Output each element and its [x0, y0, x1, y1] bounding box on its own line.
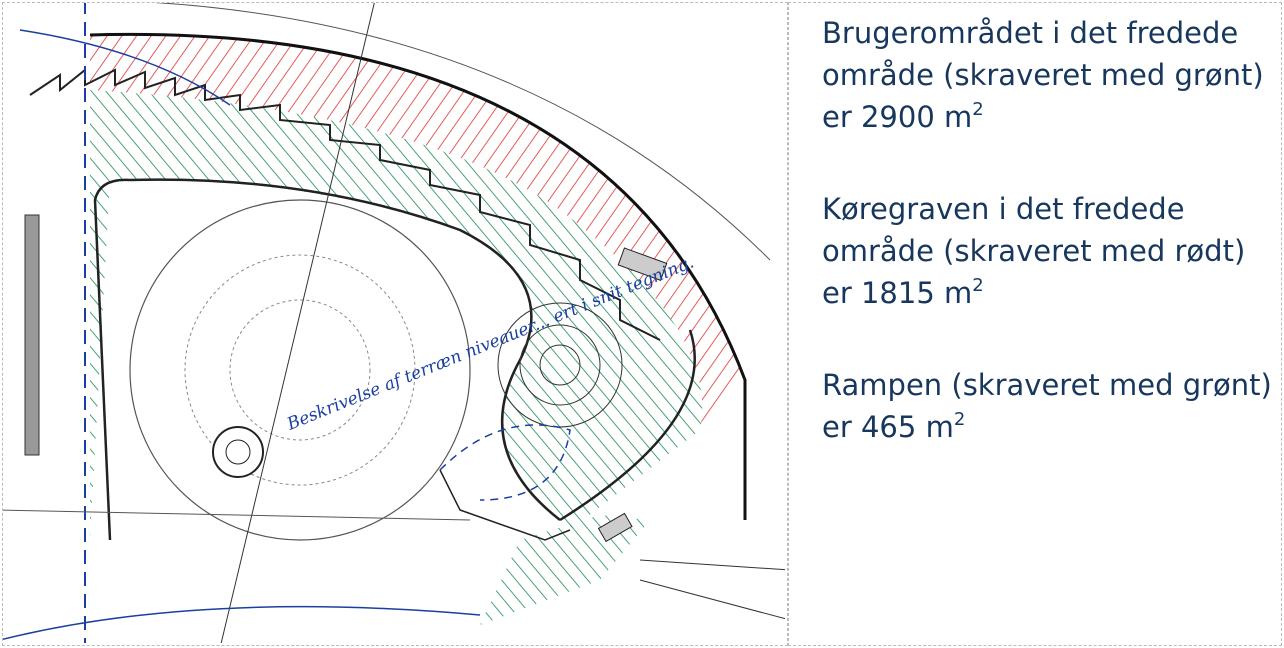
drawing: Beskrivelse af terræn niveauer... ert i … [0, 0, 790, 648]
paragraph: Køregraven i det fredede område (skraver… [822, 188, 1272, 314]
slide: Beskrivelse af terræn niveauer... ert i … [0, 0, 1284, 648]
paragraph-text: Køregraven i det fredede område (skraver… [822, 192, 1245, 310]
site-plan: Beskrivelse af terræn niveauer... ert i … [0, 0, 790, 648]
paragraph: Brugerområdet i det fredede område (skra… [822, 12, 1272, 138]
paragraph-text: Rampen (skraveret med grønt) er 465 [822, 368, 1272, 444]
exponent: 2 [954, 409, 965, 430]
blue-line [0, 607, 480, 640]
unit: m [926, 410, 954, 444]
unit: m [944, 276, 972, 310]
green-area [90, 90, 702, 540]
tree [213, 427, 263, 477]
paragraph: Rampen (skraveret med grønt) er 465 m2 [822, 364, 1272, 448]
exponent: 2 [972, 99, 983, 120]
paragraph-text: Brugerområdet i det fredede område (skra… [822, 16, 1264, 134]
building [25, 215, 39, 455]
path [0, 510, 470, 520]
unit: m [944, 100, 972, 134]
text-block: Brugerområdet i det fredede område (skra… [822, 12, 1272, 498]
exponent: 2 [972, 275, 983, 296]
parking [640, 560, 790, 620]
